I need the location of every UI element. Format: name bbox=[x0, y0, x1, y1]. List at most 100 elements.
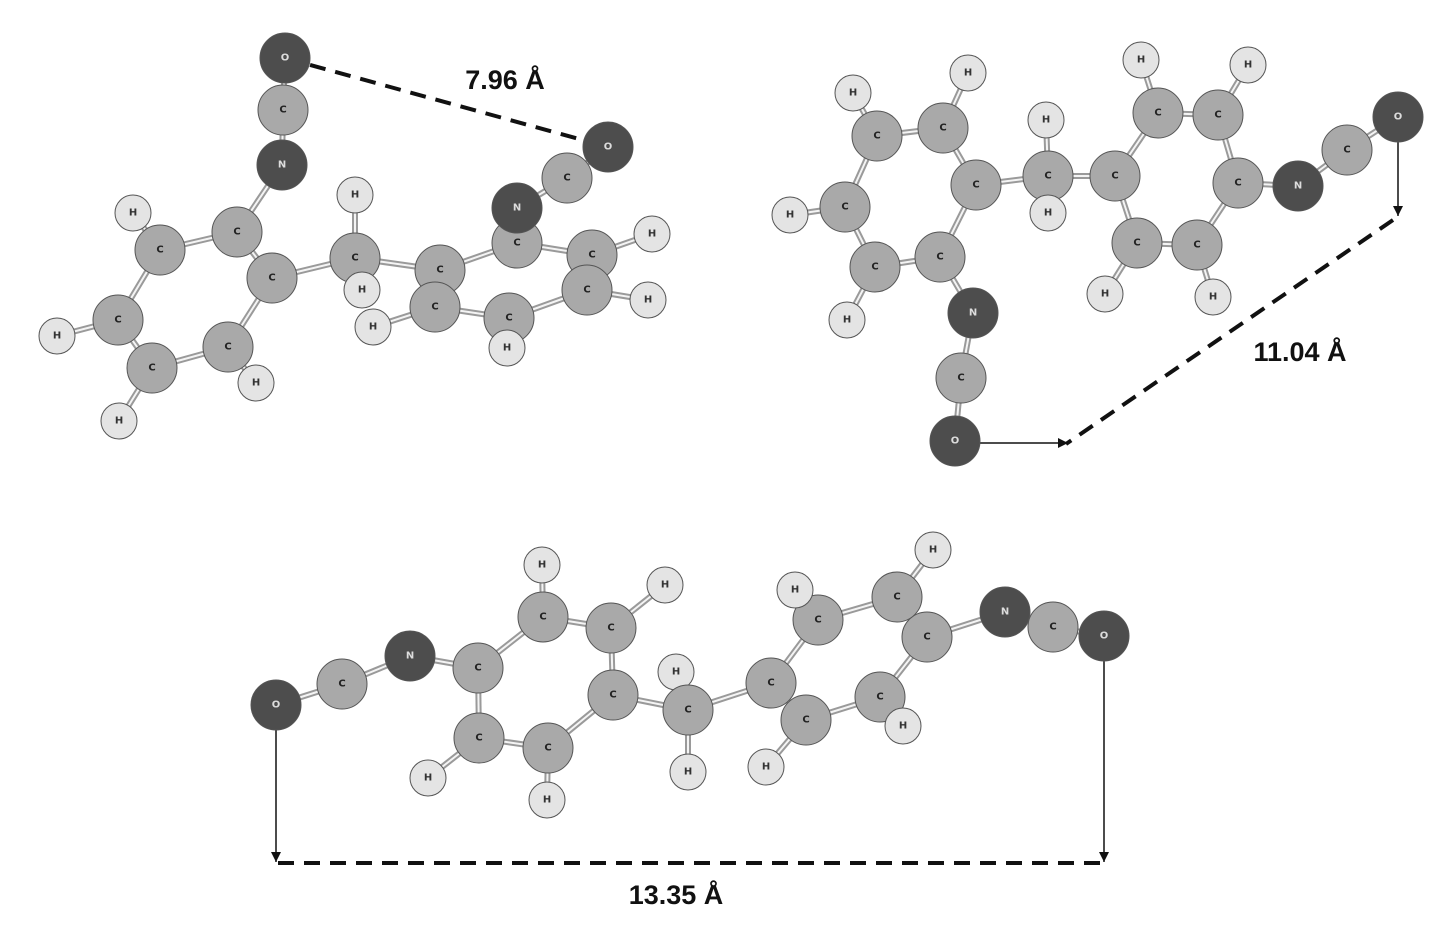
distance-label: 11.04 Å bbox=[1253, 336, 1346, 367]
atom-label: C bbox=[1133, 238, 1140, 249]
atom bbox=[851, 110, 903, 162]
atom-label: C bbox=[351, 253, 358, 264]
atom-label: C bbox=[505, 313, 512, 324]
atom-label: N bbox=[513, 203, 521, 214]
atom bbox=[528, 781, 566, 819]
atom bbox=[1027, 101, 1065, 139]
atom bbox=[488, 329, 526, 367]
atom-label: O bbox=[951, 436, 960, 447]
atom-label: O bbox=[1394, 112, 1403, 123]
atom bbox=[126, 342, 178, 394]
atom bbox=[828, 301, 866, 339]
atom bbox=[100, 402, 138, 440]
atom-label: C bbox=[338, 679, 345, 690]
atom bbox=[1111, 217, 1163, 269]
atom-label: H bbox=[899, 721, 907, 732]
atom-label: O bbox=[604, 142, 613, 153]
atom-label: C bbox=[436, 265, 443, 276]
atom-label: C bbox=[474, 663, 481, 674]
atom-label: C bbox=[609, 690, 616, 701]
atom-label: C bbox=[279, 105, 286, 116]
atom bbox=[1272, 160, 1324, 212]
atom-label: H bbox=[351, 190, 359, 201]
atom-label: C bbox=[1044, 171, 1051, 182]
atom bbox=[256, 139, 308, 191]
atom-label: C bbox=[148, 363, 155, 374]
atom bbox=[582, 121, 634, 173]
atom bbox=[1029, 194, 1067, 232]
atom-label: O bbox=[272, 700, 281, 711]
atom bbox=[316, 658, 368, 710]
atom-label: C bbox=[841, 202, 848, 213]
atom bbox=[1194, 278, 1232, 316]
atom-label: H bbox=[929, 545, 937, 556]
atom bbox=[747, 748, 785, 786]
atom bbox=[780, 694, 832, 746]
molecule: O C N H C C C C H H C C N C O C H C H C H C H C H C H C H bbox=[38, 32, 671, 440]
atom bbox=[776, 571, 814, 609]
atom-label: N bbox=[1294, 181, 1302, 192]
atom-label: H bbox=[1244, 60, 1252, 71]
atom bbox=[384, 630, 436, 682]
atom bbox=[1078, 610, 1130, 662]
atom-label: H bbox=[791, 585, 799, 596]
atom-label: C bbox=[539, 612, 546, 623]
atom-label: C bbox=[876, 692, 883, 703]
atom-label: H bbox=[358, 285, 366, 296]
atom-label: C bbox=[268, 273, 275, 284]
atom bbox=[745, 657, 797, 709]
atom bbox=[587, 669, 639, 721]
atom bbox=[1229, 46, 1267, 84]
atom-label: C bbox=[1111, 171, 1118, 182]
atom bbox=[237, 364, 275, 402]
atom-label: C bbox=[1343, 145, 1350, 156]
atom-label: C bbox=[767, 678, 774, 689]
atom bbox=[901, 611, 953, 663]
atom bbox=[947, 287, 999, 339]
atom-label: H bbox=[252, 378, 260, 389]
atom-label: H bbox=[1042, 115, 1050, 126]
atom-label: H bbox=[762, 762, 770, 773]
atom-label: O bbox=[1100, 631, 1109, 642]
atom-label: H bbox=[661, 580, 669, 591]
atom bbox=[849, 241, 901, 293]
atom bbox=[884, 707, 922, 745]
atom-label: C bbox=[224, 342, 231, 353]
atom bbox=[354, 308, 392, 346]
atom-label: C bbox=[588, 250, 595, 261]
atom bbox=[1171, 219, 1223, 271]
atom-label: N bbox=[1001, 607, 1009, 618]
atom-label: H bbox=[543, 795, 551, 806]
atom bbox=[541, 152, 593, 204]
atom bbox=[409, 281, 461, 333]
distance-line bbox=[284, 56, 609, 149]
atom-label: H bbox=[786, 210, 794, 221]
atom bbox=[669, 753, 707, 791]
atom-label: N bbox=[406, 651, 414, 662]
atom-label: C bbox=[583, 285, 590, 296]
atom bbox=[517, 591, 569, 643]
atom-label: H bbox=[369, 322, 377, 333]
atom bbox=[336, 176, 374, 214]
atom bbox=[585, 602, 637, 654]
atom bbox=[491, 182, 543, 234]
atom bbox=[1089, 150, 1141, 202]
atom-label: H bbox=[115, 416, 123, 427]
atom bbox=[202, 321, 254, 373]
atom bbox=[259, 32, 311, 84]
atom-label: C bbox=[893, 592, 900, 603]
atom bbox=[914, 531, 952, 569]
atom-label: C bbox=[814, 615, 821, 626]
atom-label: C bbox=[544, 743, 551, 754]
atom-label: H bbox=[538, 560, 546, 571]
atom bbox=[257, 84, 309, 136]
atom-label: H bbox=[1137, 55, 1145, 66]
atom bbox=[246, 252, 298, 304]
atom-label: C bbox=[873, 131, 880, 142]
atom-label: H bbox=[648, 229, 656, 240]
atom-label: C bbox=[923, 632, 930, 643]
atom-label: C bbox=[684, 705, 691, 716]
atom-label: H bbox=[53, 331, 61, 342]
atom bbox=[114, 194, 152, 232]
